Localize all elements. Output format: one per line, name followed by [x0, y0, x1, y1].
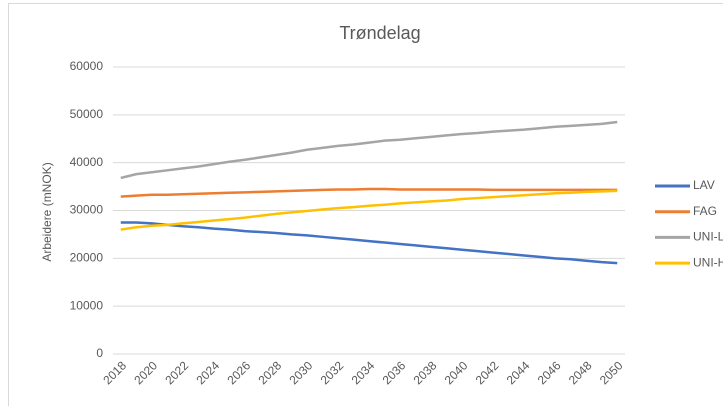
line-series — [120, 120, 618, 180]
y-axis-label: Arbeidere (mNOK) — [40, 162, 54, 261]
y-tick-label: 40000 — [70, 155, 104, 169]
y-tick-label: 50000 — [70, 107, 104, 121]
legend-label: FAG — [693, 204, 717, 218]
legend-label: UNI-L — [693, 230, 723, 244]
line-series — [120, 221, 618, 265]
line-series — [120, 189, 618, 231]
line-series — [120, 187, 618, 198]
y-tick-label: 0 — [96, 346, 103, 360]
chart-title: Trøndelag — [339, 23, 420, 43]
y-tick-label: 60000 — [70, 59, 104, 73]
y-tick-label: 30000 — [70, 203, 104, 217]
y-tick-label: 10000 — [70, 298, 104, 312]
legend-label: UNI-H — [693, 255, 723, 269]
chart-frame — [8, 3, 723, 406]
legend-label: LAV — [693, 178, 715, 192]
y-tick-label: 20000 — [70, 251, 104, 265]
